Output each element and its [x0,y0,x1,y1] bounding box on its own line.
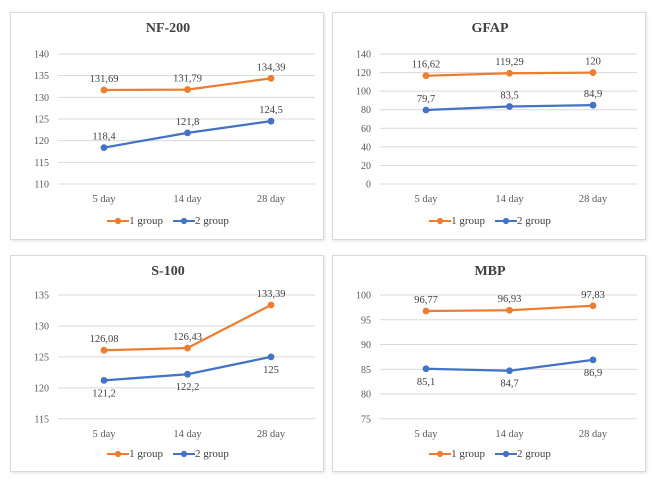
svg-text:131,79: 131,79 [173,74,202,85]
svg-text:84,7: 84,7 [500,379,518,390]
svg-text:126,43: 126,43 [173,332,202,343]
svg-text:119,29: 119,29 [495,57,524,68]
svg-text:96,77: 96,77 [414,295,438,306]
svg-text:131,69: 131,69 [90,74,119,85]
svg-text:83,5: 83,5 [500,90,518,101]
svg-text:110: 110 [34,180,49,191]
svg-text:79,7: 79,7 [417,94,435,105]
svg-text:5 day: 5 day [414,429,438,440]
svg-text:14 day: 14 day [173,429,202,440]
svg-text:120: 120 [34,136,49,147]
svg-text:40: 40 [361,142,371,153]
svg-text:14 day: 14 day [173,194,202,205]
svg-text:122,2: 122,2 [176,382,200,393]
svg-text:100: 100 [356,291,371,302]
svg-text:140: 140 [356,50,371,61]
svg-text:80: 80 [361,390,371,401]
svg-text:115: 115 [34,158,49,169]
svg-text:14 day: 14 day [495,429,524,440]
svg-text:130: 130 [34,93,49,104]
svg-text:121,8: 121,8 [176,117,200,128]
svg-text:28 day: 28 day [257,429,286,440]
svg-text:118,4: 118,4 [92,132,116,143]
svg-text:121,2: 121,2 [92,388,116,399]
svg-text:116,62: 116,62 [412,60,441,71]
svg-text:134,39: 134,39 [257,62,286,73]
svg-text:130: 130 [34,321,49,332]
svg-text:80: 80 [361,105,371,116]
svg-text:135: 135 [34,71,49,82]
svg-text:14 day: 14 day [495,194,524,205]
svg-text:0: 0 [366,180,371,191]
svg-text:90: 90 [361,340,371,351]
svg-text:75: 75 [361,414,371,425]
svg-text:85: 85 [361,365,371,376]
svg-text:115: 115 [34,414,49,425]
svg-text:135: 135 [34,291,49,302]
svg-text:28 day: 28 day [257,194,286,205]
svg-text:97,83: 97,83 [581,290,605,301]
svg-text:5 day: 5 day [92,194,116,205]
svg-text:20: 20 [361,161,371,172]
svg-text:95: 95 [361,315,371,326]
svg-text:60: 60 [361,124,371,135]
svg-text:133,39: 133,39 [257,289,286,300]
svg-text:120: 120 [356,68,371,79]
svg-text:5 day: 5 day [414,194,438,205]
svg-text:28 day: 28 day [579,194,608,205]
svg-text:125: 125 [34,352,49,363]
svg-text:125: 125 [34,115,49,126]
svg-text:120: 120 [34,383,49,394]
svg-text:125: 125 [263,365,279,376]
svg-text:85,1: 85,1 [417,377,435,388]
svg-text:96,93: 96,93 [498,294,522,305]
svg-text:126,08: 126,08 [90,334,119,345]
svg-text:5 day: 5 day [92,429,116,440]
svg-text:140: 140 [34,50,49,61]
svg-text:100: 100 [356,87,371,98]
svg-text:124,5: 124,5 [259,105,283,116]
svg-text:84,9: 84,9 [584,89,602,100]
svg-text:86,9: 86,9 [584,368,602,379]
svg-text:28 day: 28 day [579,429,608,440]
svg-text:120: 120 [585,57,601,68]
